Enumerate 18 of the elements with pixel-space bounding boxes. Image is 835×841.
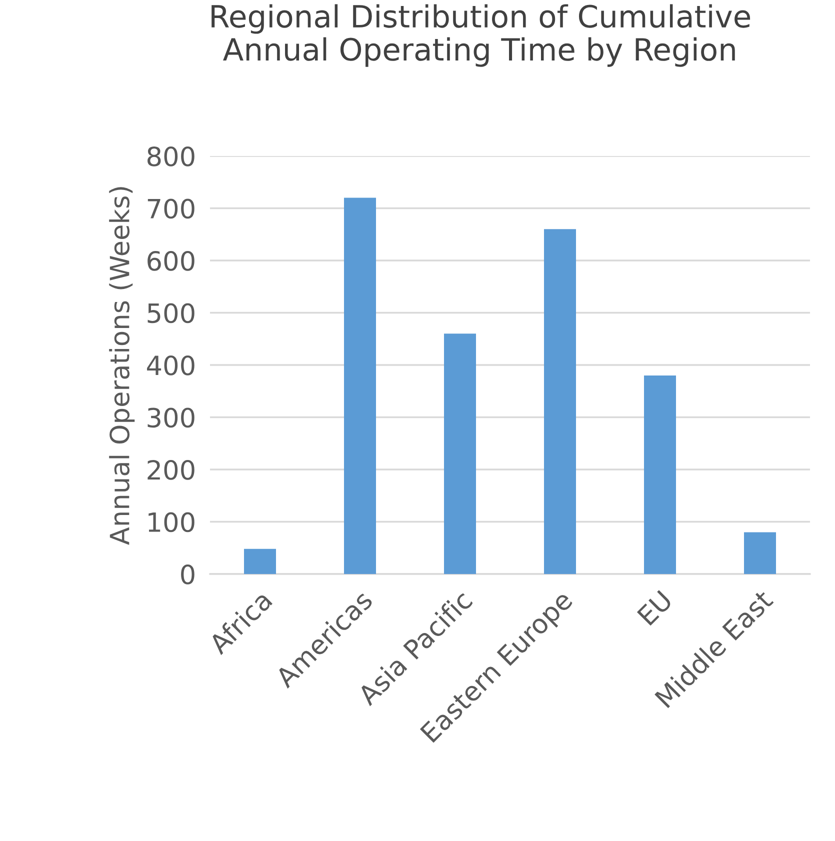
x-tick-label: EU — [636, 590, 673, 626]
bar — [544, 229, 576, 574]
y-tick-label: 700 — [148, 198, 194, 219]
y-tick-label: 300 — [148, 408, 194, 428]
bar — [444, 334, 476, 574]
y-tick-label: 200 — [148, 460, 194, 480]
y-tick-label: 100 — [148, 512, 194, 532]
bar — [644, 375, 676, 574]
y-tick-label: 800 — [148, 146, 194, 166]
y-tick-label: 0 — [181, 564, 194, 584]
chart-title: Regional Distribution of Cumulative Annual Operating Time by Region — [212, 4, 750, 67]
y-tick-label: 500 — [148, 303, 194, 324]
bar — [344, 198, 376, 574]
bar — [244, 548, 276, 574]
y-tick-label: 400 — [147, 355, 194, 376]
y-tick-label: 600 — [148, 250, 194, 271]
y-axis-title: Annual Operations (Weeks) — [109, 187, 135, 545]
bar — [744, 532, 776, 574]
